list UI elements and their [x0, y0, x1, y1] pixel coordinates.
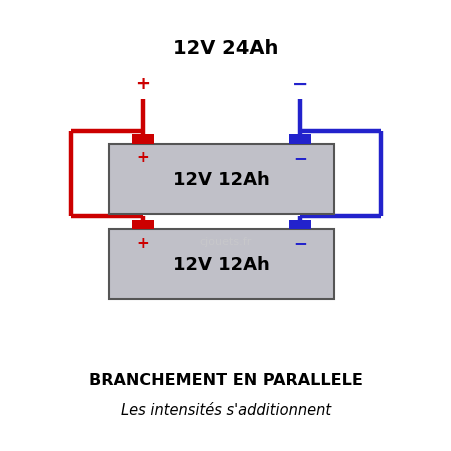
Bar [109, 145, 333, 214]
Text: Les intensités s'additionnent: Les intensités s'additionnent [121, 402, 330, 417]
Text: +: + [136, 150, 149, 165]
Text: 12V 12Ah: 12V 12Ah [173, 256, 269, 274]
Text: cjouets.fr: cjouets.fr [199, 236, 252, 246]
Bar [289, 135, 310, 145]
Bar [109, 230, 333, 299]
Bar [289, 220, 310, 230]
Bar [132, 220, 153, 230]
Text: +: + [135, 75, 150, 93]
Text: −: − [291, 74, 308, 93]
Bar [132, 135, 153, 145]
Text: −: − [293, 234, 306, 252]
Text: −: − [293, 148, 306, 166]
Text: 12V 24Ah: 12V 24Ah [173, 39, 278, 58]
Text: +: + [136, 235, 149, 250]
Text: BRANCHEMENT EN PARALLELE: BRANCHEMENT EN PARALLELE [89, 373, 362, 387]
Text: 12V 12Ah: 12V 12Ah [173, 170, 269, 189]
